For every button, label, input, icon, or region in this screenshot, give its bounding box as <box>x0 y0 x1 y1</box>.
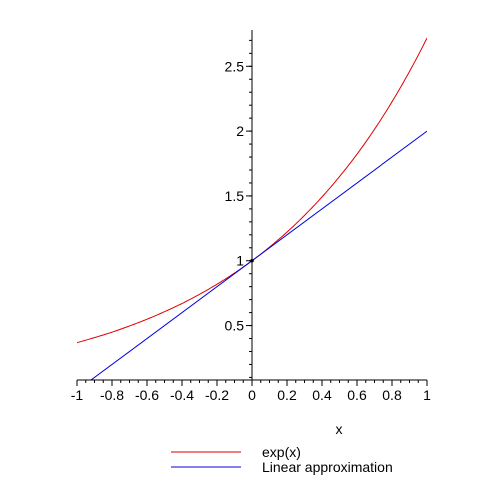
x-tick-label: -1 <box>71 387 84 403</box>
y-tick-label: 0.5 <box>225 318 245 334</box>
x-tick-label: -0.2 <box>205 387 229 403</box>
x-tick-label: 1 <box>423 387 431 403</box>
x-tick-label: 0.4 <box>312 387 332 403</box>
x-tick-label: 0.2 <box>277 387 297 403</box>
y-tick-label: 2 <box>236 123 244 139</box>
x-tick-label: 0.6 <box>347 387 367 403</box>
x-tick-label: 0.8 <box>382 387 402 403</box>
y-tick-label: 2.5 <box>225 58 245 74</box>
y-tick-label: 1.5 <box>225 188 245 204</box>
x-tick-label: -0.4 <box>170 387 194 403</box>
x-axis-label: x <box>336 421 343 437</box>
x-tick-label: 0 <box>248 387 256 403</box>
ticks: -1 -0.8 -0.6 -0.4 -0.2 0 0.2 0.4 0.6 0.8 1 0.5 1 1.5 2… <box>71 39 431 403</box>
legend: exp(x)Linear approximation <box>171 444 393 475</box>
legend-entry-0: exp(x) <box>262 444 301 460</box>
axes <box>77 30 427 381</box>
x-tick-label: -0.8 <box>100 387 124 403</box>
marked-point <box>250 258 254 263</box>
y-tick-label: 1 <box>236 253 244 269</box>
legend-entry-1: Linear approximation <box>262 459 393 475</box>
x-tick-label: -0.6 <box>135 387 159 403</box>
